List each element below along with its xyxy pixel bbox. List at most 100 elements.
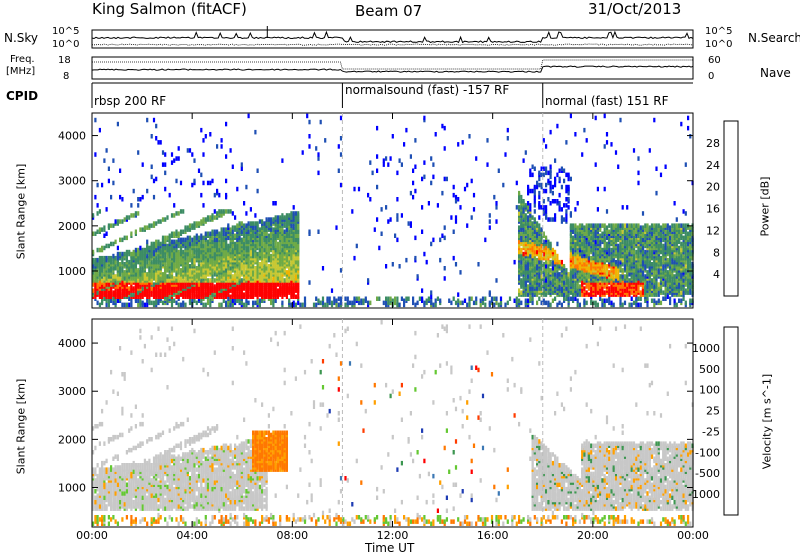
power-cell (238, 243, 241, 249)
power-cell (245, 270, 248, 275)
power-cell (96, 257, 99, 263)
power-cell (621, 280, 624, 285)
power-cell (137, 203, 140, 208)
power-cell (146, 239, 149, 245)
power-cell (303, 296, 307, 301)
power-cell (601, 223, 604, 228)
power-cell (96, 300, 99, 306)
power-cell (599, 223, 602, 228)
power-cell (195, 272, 198, 277)
power-cell (240, 229, 243, 234)
power-cell (545, 300, 548, 306)
power-cell (540, 300, 543, 306)
power-cell (227, 300, 230, 306)
power-cell (605, 298, 609, 303)
power-cell (578, 284, 581, 289)
power-cell (321, 300, 325, 306)
power-cell (538, 215, 541, 220)
power-cell (515, 300, 518, 306)
power-cell (279, 215, 282, 220)
power-cell (213, 192, 216, 198)
power-cell (301, 302, 304, 308)
power-cell (538, 272, 541, 277)
power-cell (380, 207, 383, 212)
power-cell (583, 127, 586, 133)
power-cell (567, 172, 570, 178)
power-cell (603, 113, 606, 119)
power-cell (328, 300, 331, 306)
power-cell (540, 172, 543, 178)
power-cell (531, 164, 534, 169)
power-cell (143, 225, 146, 230)
power-cell (533, 255, 536, 261)
power-cell (581, 259, 584, 265)
power-cell (240, 237, 243, 243)
power-cell (150, 164, 153, 169)
power-cell (635, 223, 638, 228)
power-cell (608, 290, 611, 295)
power-cell (193, 235, 196, 241)
power-cell (403, 142, 406, 147)
power-cell (200, 241, 203, 247)
power-cell (452, 192, 455, 198)
power-cell (105, 298, 108, 303)
cpid-segment-2: normalsound (fast) -157 RF (345, 83, 510, 97)
power-cell (367, 278, 370, 283)
power-cell (132, 292, 135, 297)
power-cell (110, 298, 113, 303)
power-cell (524, 229, 527, 234)
power-cell (527, 266, 530, 271)
power-cell (612, 292, 615, 297)
power-cell (533, 229, 536, 234)
power-cell (590, 298, 593, 303)
power-cell (164, 162, 167, 167)
power-cell (112, 259, 115, 265)
power-cell (267, 233, 270, 238)
power-cell (206, 215, 210, 220)
power-cell (188, 268, 192, 273)
power-cell (542, 239, 545, 245)
power-cell (211, 282, 214, 287)
power-cell (258, 302, 261, 308)
power-cell (281, 294, 284, 299)
power-cell (520, 300, 523, 306)
power-cell (292, 300, 295, 306)
power-cell (173, 231, 176, 236)
power-cell (103, 158, 106, 163)
power-cell (333, 296, 336, 301)
power-cell (103, 245, 106, 251)
power-cell (206, 180, 210, 186)
power-cell (130, 259, 133, 265)
power-cell (594, 223, 597, 228)
power-cell (225, 227, 228, 232)
power-cell (409, 190, 412, 196)
power-cell (355, 296, 358, 301)
power-cell (533, 166, 536, 171)
power-cell (488, 219, 491, 224)
power-cell (542, 209, 545, 214)
power-cell (574, 284, 577, 289)
power-cell (119, 276, 122, 281)
station-title: King Salmon (fitACF) (92, 0, 247, 18)
power-cell (272, 217, 275, 222)
power-cell (119, 194, 122, 200)
power-cell (369, 160, 372, 165)
power-cell (161, 300, 165, 306)
power-cell (626, 266, 629, 271)
power-cell (621, 290, 624, 295)
power-cell (152, 117, 156, 123)
power-cell (576, 274, 579, 279)
power-cell (538, 170, 541, 176)
power-cell (155, 221, 158, 226)
power-cell (240, 166, 243, 171)
power-cell (565, 280, 568, 285)
power-cell (161, 245, 165, 251)
power-cell (641, 270, 645, 275)
power-cell (125, 235, 128, 241)
freq-panel-frame (91, 56, 694, 80)
power-cell (252, 300, 255, 306)
power-cell (112, 223, 115, 228)
power-cell (216, 292, 219, 297)
power-cell (639, 268, 642, 273)
power-cell (585, 223, 588, 228)
